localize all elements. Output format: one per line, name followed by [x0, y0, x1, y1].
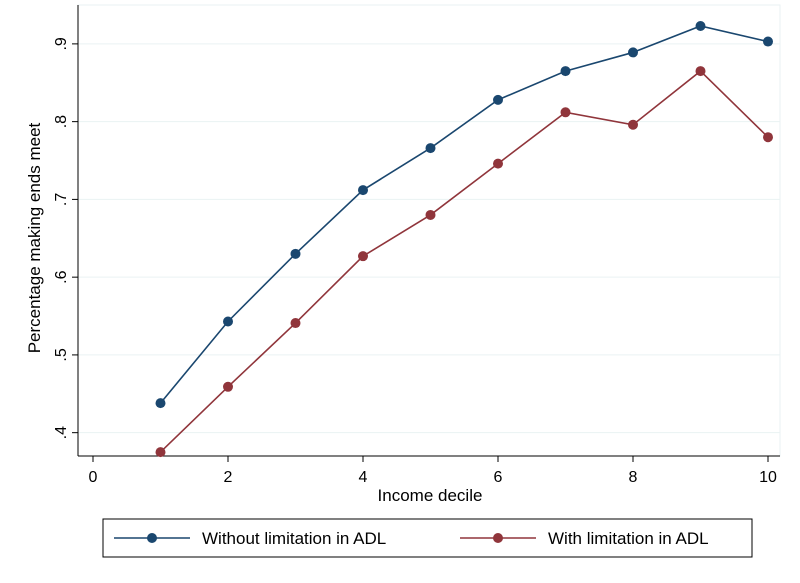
legend-label-with-limitation: With limitation in ADL — [548, 529, 709, 548]
y-tick-label: .6 — [53, 270, 70, 283]
y-tick-label: .8 — [53, 115, 70, 128]
x-tick-label: 2 — [224, 469, 233, 486]
series-line — [159, 25, 769, 404]
y-tick-label: .4 — [53, 426, 70, 439]
x-tick-label: 4 — [359, 469, 368, 486]
y-tick-label: .7 — [53, 193, 70, 206]
data-point — [695, 66, 706, 77]
data-point — [560, 107, 571, 118]
data-series — [155, 20, 773, 458]
data-point — [695, 20, 706, 31]
y-axis-title: Percentage making ends meet — [25, 122, 44, 353]
y-tick-label: .9 — [53, 37, 70, 50]
data-point — [358, 251, 368, 262]
series-with-limitation — [155, 66, 773, 458]
data-point — [155, 398, 166, 409]
legend-marker-with-limitation — [493, 533, 503, 543]
x-tick-label: 10 — [759, 469, 777, 486]
data-point — [560, 66, 571, 77]
data-point — [493, 94, 503, 105]
legend-marker-without-limitation — [147, 533, 157, 543]
data-point — [628, 119, 638, 130]
axes: .4 .5 .6 .7 .8 .9 0 2 4 6 8 10 — [53, 5, 780, 486]
data-point — [290, 318, 301, 329]
data-point — [290, 248, 301, 259]
legend: Without limitation in ADL With limitatio… — [102, 518, 753, 558]
data-point — [155, 447, 166, 458]
data-point — [425, 143, 436, 154]
grid-lines — [78, 43, 780, 434]
data-point — [223, 316, 233, 327]
series-without-limitation — [155, 20, 773, 409]
x-axis-title: Income decile — [378, 486, 483, 505]
x-tick-label: 8 — [629, 469, 638, 486]
data-point — [763, 132, 773, 143]
data-point — [425, 209, 436, 220]
data-point — [223, 381, 233, 392]
data-point — [763, 36, 773, 47]
legend-label-without-limitation: Without limitation in ADL — [202, 529, 386, 548]
x-tick-label: 6 — [494, 469, 503, 486]
data-point — [358, 185, 368, 196]
x-tick-label: 0 — [89, 469, 98, 486]
data-point — [628, 47, 638, 58]
legend-box — [102, 518, 753, 558]
plot-area — [77, 4, 781, 457]
data-point — [493, 158, 503, 169]
y-tick-label: .5 — [53, 348, 70, 361]
series-line — [159, 70, 769, 453]
